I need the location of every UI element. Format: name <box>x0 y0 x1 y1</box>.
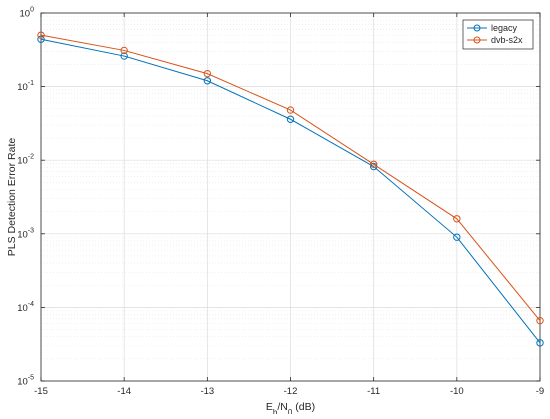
data-point-legacy <box>203 77 212 85</box>
y-tick-label: 10-4 <box>17 301 34 314</box>
y-axis-label: PLS Detection Error Rate <box>6 138 18 257</box>
data-point-dvb-s2x <box>536 316 544 325</box>
data-point-dvb-s2x <box>453 215 461 223</box>
data-point-legacy <box>453 233 461 241</box>
data-point-legacy <box>286 115 295 123</box>
x-tick-label: -9 <box>536 386 544 397</box>
axes <box>40 12 541 382</box>
legend: legacy dvb-s2x <box>462 19 534 50</box>
x-tick-label: -11 <box>367 386 380 397</box>
data-point-dvb-s2x <box>203 69 212 78</box>
data-point-dvb-s2x <box>37 31 45 39</box>
tick-labels: -15 -14 -13 -12 -11 -10 -9 10-5 10-4 10-3 10-2 10-1… <box>17 7 544 398</box>
series-dvb-s2x <box>37 31 544 325</box>
series-line-legacy <box>40 38 541 344</box>
x-tick-label: -15 <box>34 386 48 397</box>
legend-label-legacy: legacy <box>491 23 518 33</box>
x-tick-label: -13 <box>200 386 214 397</box>
x-tick-label: -14 <box>117 386 131 397</box>
legend-box <box>462 19 534 50</box>
y-tick-label: 100 <box>20 7 35 20</box>
data-point-legacy <box>536 339 544 347</box>
data-point-dvb-s2x <box>120 46 128 55</box>
y-tick-label: 10-2 <box>17 154 34 167</box>
y-tick-label: 10-3 <box>17 227 34 240</box>
data-point-dvb-s2x <box>369 160 378 168</box>
legend-marker-legacy <box>473 24 481 32</box>
y-tick-label: 10-5 <box>17 375 34 388</box>
y-tick-label: 10-1 <box>17 80 34 93</box>
legend-label-dvb-s2x: dvb-s2x <box>491 35 523 45</box>
series-layer <box>37 31 544 347</box>
x-axis-label: Eb/N0 (dB) <box>266 401 315 414</box>
data-point-legacy <box>37 35 45 43</box>
legend-marker-dvb-s2x <box>473 36 481 44</box>
data-point-legacy <box>120 52 128 60</box>
x-tick-label: -12 <box>284 386 298 397</box>
series-line-dvb-s2x <box>40 34 541 321</box>
data-point-dvb-s2x <box>286 106 295 114</box>
x-tick-label: -10 <box>450 386 464 397</box>
